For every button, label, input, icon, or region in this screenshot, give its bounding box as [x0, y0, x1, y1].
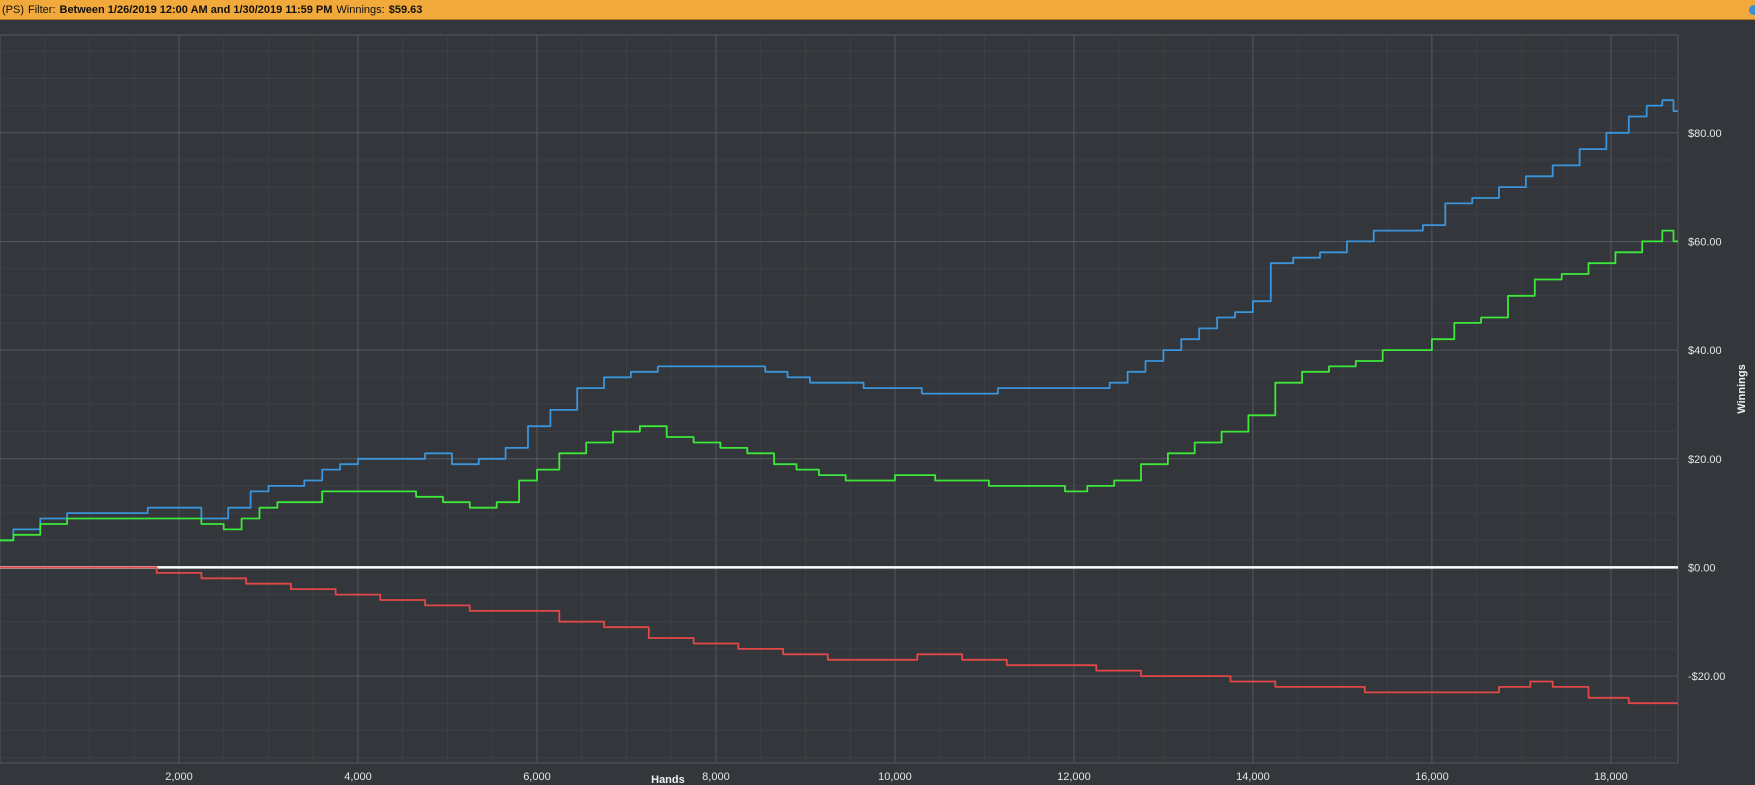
x-tick-label: 6,000 [523, 771, 551, 783]
x-tick-label: 14,000 [1236, 771, 1270, 783]
x-axis-title: Hands [651, 774, 685, 785]
x-tick-label: 2,000 [165, 771, 193, 783]
series-line-blue [0, 99, 1678, 542]
y-axis-ticks: -$20.00 $0.00 $20.00 $40.00 $60.00 $80.00 [1688, 128, 1725, 683]
x-tick-label: 16,000 [1415, 771, 1449, 783]
x-tick-label: 18,000 [1594, 771, 1628, 783]
winnings-chart: 2,000 4,000 6,000 8,000 10,000 12,000 14,000 16… [0, 34, 1748, 785]
y-axis-title: Winnings [1736, 364, 1748, 413]
status-dot-icon [1749, 5, 1755, 15]
winnings-value: $59.63 [388, 3, 423, 16]
filter-value[interactable]: Between 1/26/2019 12:00 AM and 1/30/2019… [59, 3, 333, 16]
plot-border [0, 34, 1679, 764]
x-tick-label: 4,000 [344, 771, 372, 783]
series-line-green [0, 229, 1678, 542]
x-axis-ticks: 2,000 4,000 6,000 8,000 10,000 12,000 14,000 16… [165, 771, 1627, 783]
y-tick-label: $60.00 [1688, 236, 1722, 248]
winnings-label: Winnings: [336, 3, 385, 16]
y-tick-label: $80.00 [1688, 128, 1722, 140]
grid [0, 34, 1679, 764]
y-tick-label: $0.00 [1688, 562, 1716, 574]
x-tick-label: 10,000 [878, 771, 912, 783]
site-label: (PS) [2, 3, 24, 16]
series-line-red [0, 566, 1678, 705]
y-tick-label: $20.00 [1688, 454, 1722, 466]
y-tick-label: -$20.00 [1688, 671, 1725, 683]
x-tick-label: 12,000 [1057, 771, 1091, 783]
y-tick-label: $40.00 [1688, 345, 1722, 357]
filter-bar: (PS) Filter: Between 1/26/2019 12:00 AM … [0, 0, 1755, 20]
x-tick-label: 8,000 [702, 771, 730, 783]
series-layer [0, 99, 1678, 705]
filter-label: Filter: [28, 3, 56, 16]
